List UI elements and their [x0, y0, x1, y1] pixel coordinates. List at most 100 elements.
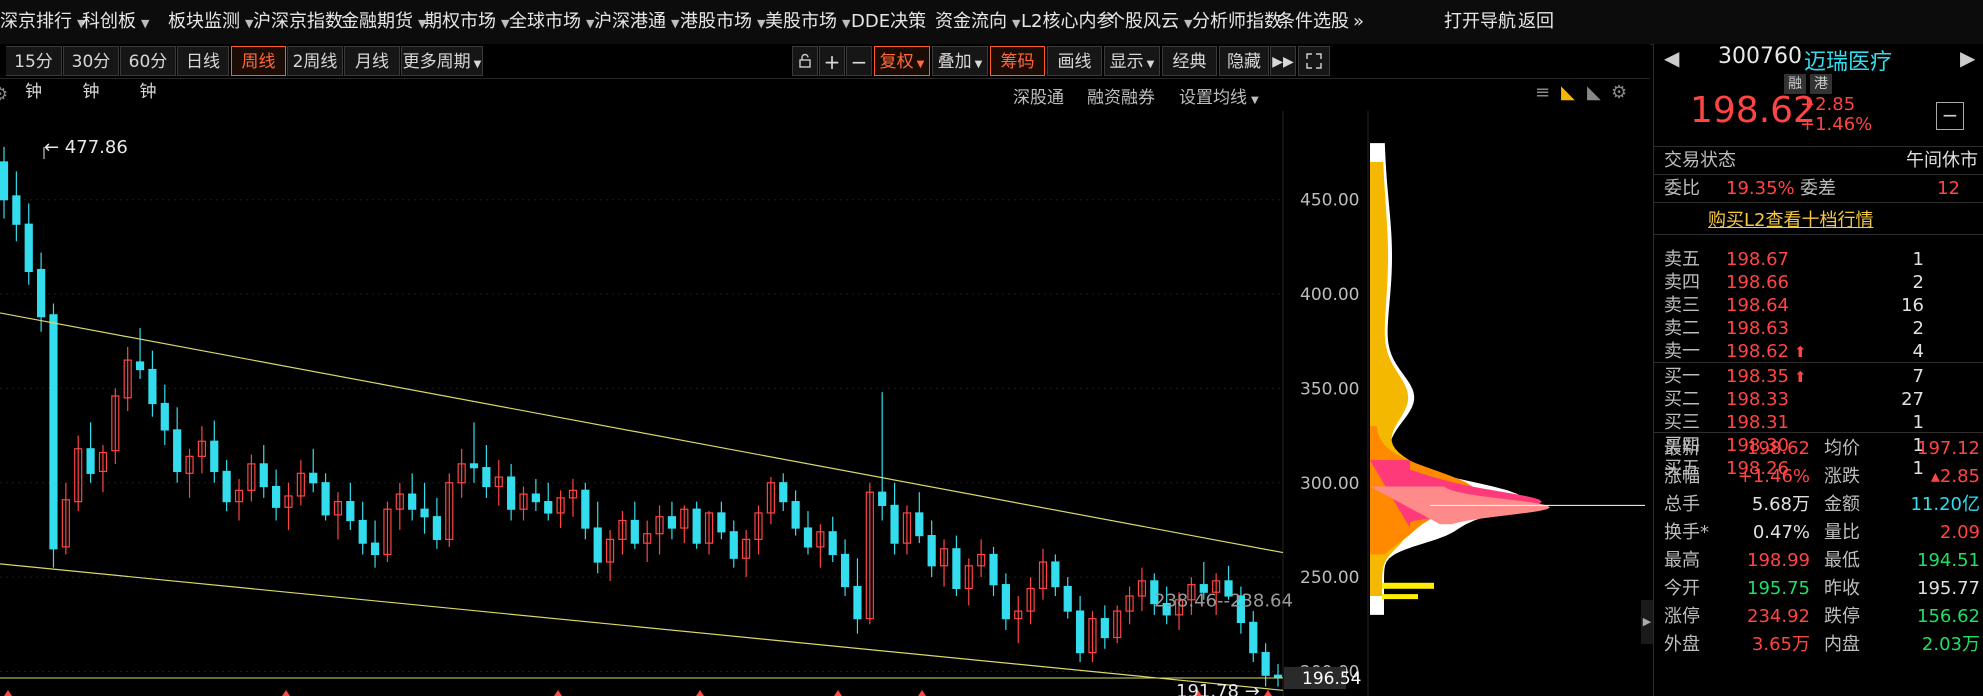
expand-right-icon[interactable]: ▶▶: [1270, 46, 1296, 76]
candle: [1162, 586, 1171, 625]
nav-item-futures[interactable]: 金融期货 ▼: [341, 11, 427, 32]
nav-item-star-market[interactable]: 科创板 ▼: [82, 11, 150, 32]
book-volume: 1: [1912, 435, 1924, 456]
lock-icon[interactable]: [792, 46, 818, 76]
nav-item-hk[interactable]: 港股市场 ▼: [680, 11, 766, 32]
candle: [952, 535, 961, 596]
nav-item-l2[interactable]: L2核心内参: [1021, 11, 1115, 32]
period-15min[interactable]: 15分钟: [6, 46, 62, 102]
more-periods-dropdown[interactable]: 更多周期 ▼: [401, 46, 483, 76]
candle: [754, 505, 763, 555]
classic-button[interactable]: 经典: [1162, 46, 1217, 76]
chip-flag-active-icon[interactable]: ◣: [1561, 82, 1575, 103]
candle-body: [420, 508, 429, 518]
candle-body: [791, 501, 800, 529]
prev-stock-icon[interactable]: ◀: [1664, 46, 1680, 70]
ask-row[interactable]: 卖三 198.64 16: [1654, 295, 1983, 317]
bid-row[interactable]: 买三 198.31 1: [1654, 412, 1983, 434]
candle: [989, 546, 998, 596]
nav-item-us[interactable]: 美股市场 ▼: [765, 11, 851, 32]
candle-body: [1224, 580, 1233, 597]
candle: [704, 511, 714, 555]
nav-item-connect[interactable]: 沪深港通 ▼: [594, 11, 680, 32]
candle: [865, 482, 874, 625]
ask-row[interactable]: 卖二 198.63 2: [1654, 318, 1983, 340]
nav-item-options[interactable]: 期权市场 ▼: [424, 11, 510, 32]
nav-item-analyst[interactable]: 分析师指数: [1192, 11, 1282, 32]
nav-item-screener[interactable]: 条件选股: [1277, 11, 1349, 32]
y-tick-label: 250.00: [1300, 568, 1359, 588]
candle-body: [890, 504, 899, 544]
hide-button[interactable]: 隐藏: [1219, 46, 1269, 76]
candle: [618, 511, 627, 555]
candle: [86, 422, 95, 483]
period-2week[interactable]: 2周线: [287, 46, 343, 76]
fuquan-dropdown[interactable]: 复权 ▼: [874, 46, 930, 76]
draw-line-button[interactable]: 画线: [1047, 46, 1102, 76]
bid-row[interactable]: 买五 198.26 1: [1654, 458, 1983, 480]
nav-item-fund-flow[interactable]: 资金流向 ▼: [935, 11, 1021, 32]
candle: [556, 490, 565, 529]
quote-panel: ◀ ▶ 300760 迈瑞医疗 融 港 198.62 +2.85 +1.46% …: [1653, 44, 1983, 696]
period-week[interactable]: 周线: [231, 46, 286, 76]
candle-body: [49, 314, 58, 550]
candle: [432, 497, 442, 549]
ask-row[interactable]: 卖四 198.66 2: [1654, 272, 1983, 294]
candle-body: [432, 516, 442, 540]
zoom-in-icon[interactable]: +: [819, 46, 845, 76]
period-month[interactable]: 月线: [344, 46, 400, 76]
candle-body: [333, 501, 343, 516]
nav-item-rank[interactable]: 深京排行 ▼: [0, 11, 86, 32]
candle: [469, 422, 479, 483]
nav-item-stock-cloud[interactable]: 个股风云 ▼: [1107, 11, 1193, 32]
back-button[interactable]: 返回: [1518, 11, 1554, 32]
candle: [185, 448, 194, 498]
chip-settings-icon[interactable]: ⚙: [1611, 82, 1628, 103]
stat-label: 最高: [1664, 550, 1700, 571]
next-stock-icon[interactable]: ▶: [1960, 46, 1976, 70]
period-60min[interactable]: 60分钟: [120, 46, 176, 102]
nav-more-icon[interactable]: »: [1353, 11, 1365, 32]
chips-button[interactable]: 筹码: [990, 46, 1045, 76]
book-price: 198.62: [1726, 341, 1789, 362]
candle: [605, 529, 615, 581]
candle-body: [1001, 584, 1010, 620]
open-nav-button[interactable]: 打开导航: [1444, 11, 1516, 32]
zoom-out-icon[interactable]: −: [846, 46, 872, 76]
period-30min[interactable]: 30分钟: [63, 46, 119, 102]
candle-body: [1249, 621, 1258, 654]
candle: [531, 478, 540, 512]
display-dropdown[interactable]: 显示 ▼: [1104, 46, 1160, 76]
bid-row[interactable]: 买一 198.35 ⬆ 7: [1654, 366, 1983, 388]
margin-link[interactable]: 融资融券: [1087, 88, 1155, 108]
candle-body: [173, 429, 182, 473]
sgt-link[interactable]: 深股通: [1013, 88, 1064, 108]
candle-body: [234, 489, 244, 503]
bid-row[interactable]: 买四 198.30 1: [1654, 435, 1983, 457]
bid-row[interactable]: 买二 198.33 27: [1654, 389, 1983, 411]
ma-setting-dropdown[interactable]: 设置均线 ▼: [1179, 88, 1259, 108]
high-annotation: ← 477.86: [44, 137, 128, 158]
ask-row[interactable]: 卖五 198.67 1: [1654, 249, 1983, 271]
nav-item-index[interactable]: 沪深京指数: [253, 11, 343, 32]
gear-icon[interactable]: ⚙: [0, 84, 9, 105]
nav-item-sector-monitor[interactable]: 板块监测 ▼: [168, 11, 254, 32]
chip-distribution: [1370, 143, 1645, 615]
ask-row[interactable]: 卖一 198.62 ⬆ 4: [1654, 341, 1983, 363]
nav-item-dde[interactable]: DDE决策: [851, 11, 927, 32]
minimize-icon[interactable]: −: [1936, 102, 1964, 130]
buy-l2-link[interactable]: 购买L2查看十档行情: [1708, 210, 1874, 231]
candle-body: [754, 512, 763, 540]
stat-value: 234.92: [1747, 606, 1810, 627]
book-level-label: 买四: [1664, 435, 1700, 456]
panel-collapse-handle[interactable]: ▶: [1641, 600, 1653, 644]
candle-body: [370, 542, 380, 556]
nav-item-global[interactable]: 全球市场 ▼: [509, 11, 595, 32]
fullscreen-icon[interactable]: [1298, 46, 1330, 76]
chip-flag-icon[interactable]: ◣: [1587, 82, 1601, 103]
period-day[interactable]: 日线: [177, 46, 229, 76]
stat-row: 外盘 3.65万 内盘 2.03万: [1654, 634, 1983, 656]
chip-list-icon[interactable]: ≡: [1535, 82, 1551, 103]
overlay-dropdown[interactable]: 叠加 ▼: [932, 46, 988, 76]
